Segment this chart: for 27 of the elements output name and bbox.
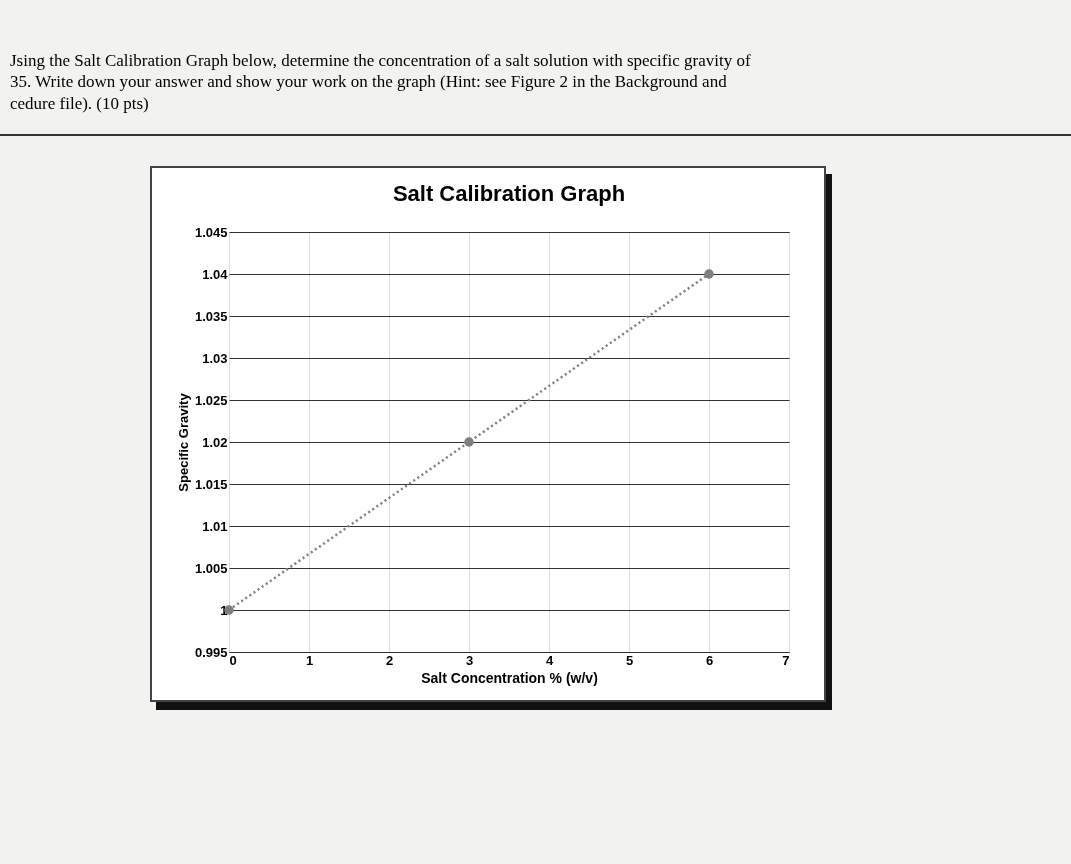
x-tick-label: 3 [465, 652, 474, 668]
text: cedure file). (10 pts) [10, 92, 150, 114]
y-tick-label: 1 [220, 602, 228, 618]
y-tick-label: 1.01 [202, 518, 228, 534]
x-tick-label: 4 [545, 652, 554, 668]
chart-title: Salt Calibration Graph [392, 180, 626, 206]
x-axis-title: Salt Concentration % (w/v) [421, 669, 598, 686]
x-tick-label: 2 [385, 652, 394, 668]
x-tick-label: 7 [782, 652, 790, 668]
text: 35. Write down your answer and show your work on the graph (Hint: see Figure 2 in the Background and [10, 71, 728, 93]
y-tick-label: 1.035 [194, 308, 228, 324]
x-tick-label: 6 [705, 652, 714, 668]
text: Jsing the Salt Calibration Graph below, determine the concentration of a salt solution with specific gravity of [10, 50, 752, 72]
x-tick-label: 0 [229, 652, 237, 668]
y-axis-title: Specific Gravity [175, 392, 191, 492]
y-tick-label: 1.04 [202, 266, 229, 282]
point [704, 269, 714, 279]
y-tick-label: 1.015 [194, 476, 228, 492]
y-tick-label: 1.045 [194, 224, 228, 240]
y-tick-label: 1.025 [194, 392, 228, 408]
x-tick-label: 5 [625, 652, 634, 668]
y-tick-label: 1.005 [194, 560, 228, 576]
y-tick-label: 1.03 [202, 350, 228, 366]
x-tick-label: 1 [305, 652, 314, 668]
y-tick-label: 0.995 [194, 644, 228, 660]
point [464, 437, 474, 447]
y-tick-label: 1.02 [202, 434, 228, 450]
